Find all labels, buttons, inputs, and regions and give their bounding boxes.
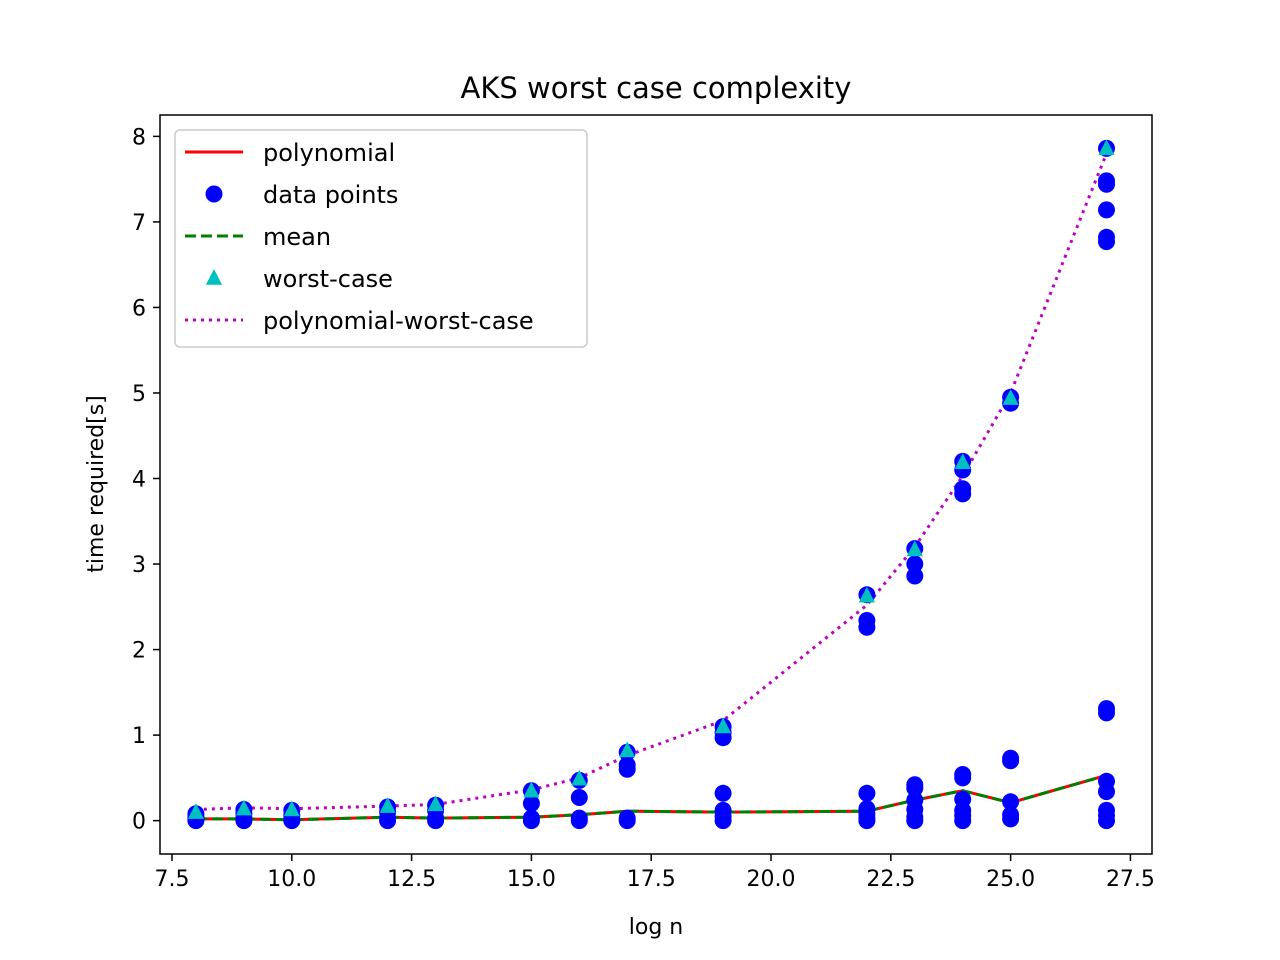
legend: polynomial data points mean worst-case polyn…: [174, 129, 588, 348]
data-point: [618, 809, 636, 827]
legend-label: polynomial-worst-case: [263, 307, 534, 335]
data-point: [906, 567, 924, 585]
y-tick-label: 2: [132, 639, 146, 664]
x-tick-label: 12.5: [387, 867, 436, 892]
series-line-mean: [195, 773, 1107, 822]
y-tick-label: 3: [132, 553, 146, 578]
data-point: [858, 612, 876, 629]
worst-case-marker: [858, 586, 875, 603]
data-point: [1098, 801, 1115, 819]
y-tick-label: 8: [132, 125, 146, 150]
data-point: [906, 555, 924, 573]
legend-handle-worst-case: [205, 269, 223, 285]
worst-case-marker: [571, 769, 588, 786]
y-tick-label: 5: [132, 382, 146, 407]
data-point: [1002, 806, 1020, 824]
data-point: [906, 791, 924, 809]
legend-box: [174, 129, 588, 348]
y-tick-label: 0: [132, 810, 146, 835]
worst-case-marker: [235, 799, 252, 816]
y-axis-ticks: 0 1 2 3 4 5 6 7 8: [132, 125, 160, 835]
worst-case-marker: [954, 453, 971, 470]
data-point: [1098, 772, 1115, 790]
worst-case-marker: [906, 540, 923, 557]
legend-handle-data-points: [205, 185, 223, 203]
worst-case-marker: [379, 797, 396, 813]
data-point: [618, 756, 636, 774]
y-axis-label: time required[s]: [84, 395, 109, 573]
data-point: [570, 789, 588, 806]
worst-case-marker: [1098, 139, 1115, 156]
legend-label: worst-case: [263, 265, 393, 293]
x-tick-label: 22.5: [866, 867, 915, 892]
y-tick-label: 4: [132, 468, 146, 493]
x-tick-label: 7.5: [154, 867, 189, 892]
worst-case-marker: [1002, 389, 1019, 405]
data-point: [858, 784, 876, 802]
data-point: [570, 809, 588, 827]
data-point: [1098, 700, 1115, 718]
chart-title: AKS worst case complexity: [461, 71, 852, 105]
worst-case-marker: [714, 717, 732, 734]
data-point: [1098, 201, 1115, 219]
data-point: [1002, 749, 1020, 767]
x-tick-label: 20.0: [747, 867, 796, 892]
x-tick-label: 15.0: [507, 867, 556, 892]
legend-label: mean: [263, 223, 331, 251]
data-point: [858, 800, 876, 818]
legend-label: data points: [263, 181, 398, 209]
x-axis-ticks: 7.5 10.0 12.5 15.0 17.5 20.0 22.5 25.0 27.5: [154, 854, 1155, 892]
data-point: [1098, 172, 1115, 190]
worst-case-marker: [283, 800, 300, 817]
worst-case-marker: [619, 741, 636, 758]
data-point: [954, 790, 972, 808]
x-axis-label: log n: [629, 915, 683, 940]
data-point: [522, 795, 540, 812]
data-point: [954, 766, 972, 783]
x-tick-label: 17.5: [627, 867, 676, 892]
plot-frame: [159, 114, 1153, 855]
data-point: [1098, 228, 1115, 246]
series-points: [187, 139, 1115, 830]
x-tick-label: 25.0: [986, 867, 1035, 892]
worst-case-marker: [427, 795, 444, 812]
x-tick-label: 27.5: [1106, 867, 1155, 892]
legend-label: polynomial: [263, 139, 395, 167]
y-tick-label: 1: [132, 724, 146, 749]
y-tick-label: 7: [132, 211, 146, 236]
legend-entries: polynomial data points mean worst-case polyn…: [185, 139, 534, 335]
data-point: [714, 784, 732, 802]
data-point: [954, 480, 972, 498]
data-point: [906, 776, 924, 794]
y-tick-label: 6: [132, 296, 146, 321]
worst-case-marker: [523, 781, 540, 798]
worst-case-marker: [187, 803, 205, 819]
data-point: [1002, 793, 1020, 811]
data-point: [714, 801, 732, 819]
x-tick-label: 10.0: [267, 867, 316, 892]
data-point: [522, 809, 540, 827]
